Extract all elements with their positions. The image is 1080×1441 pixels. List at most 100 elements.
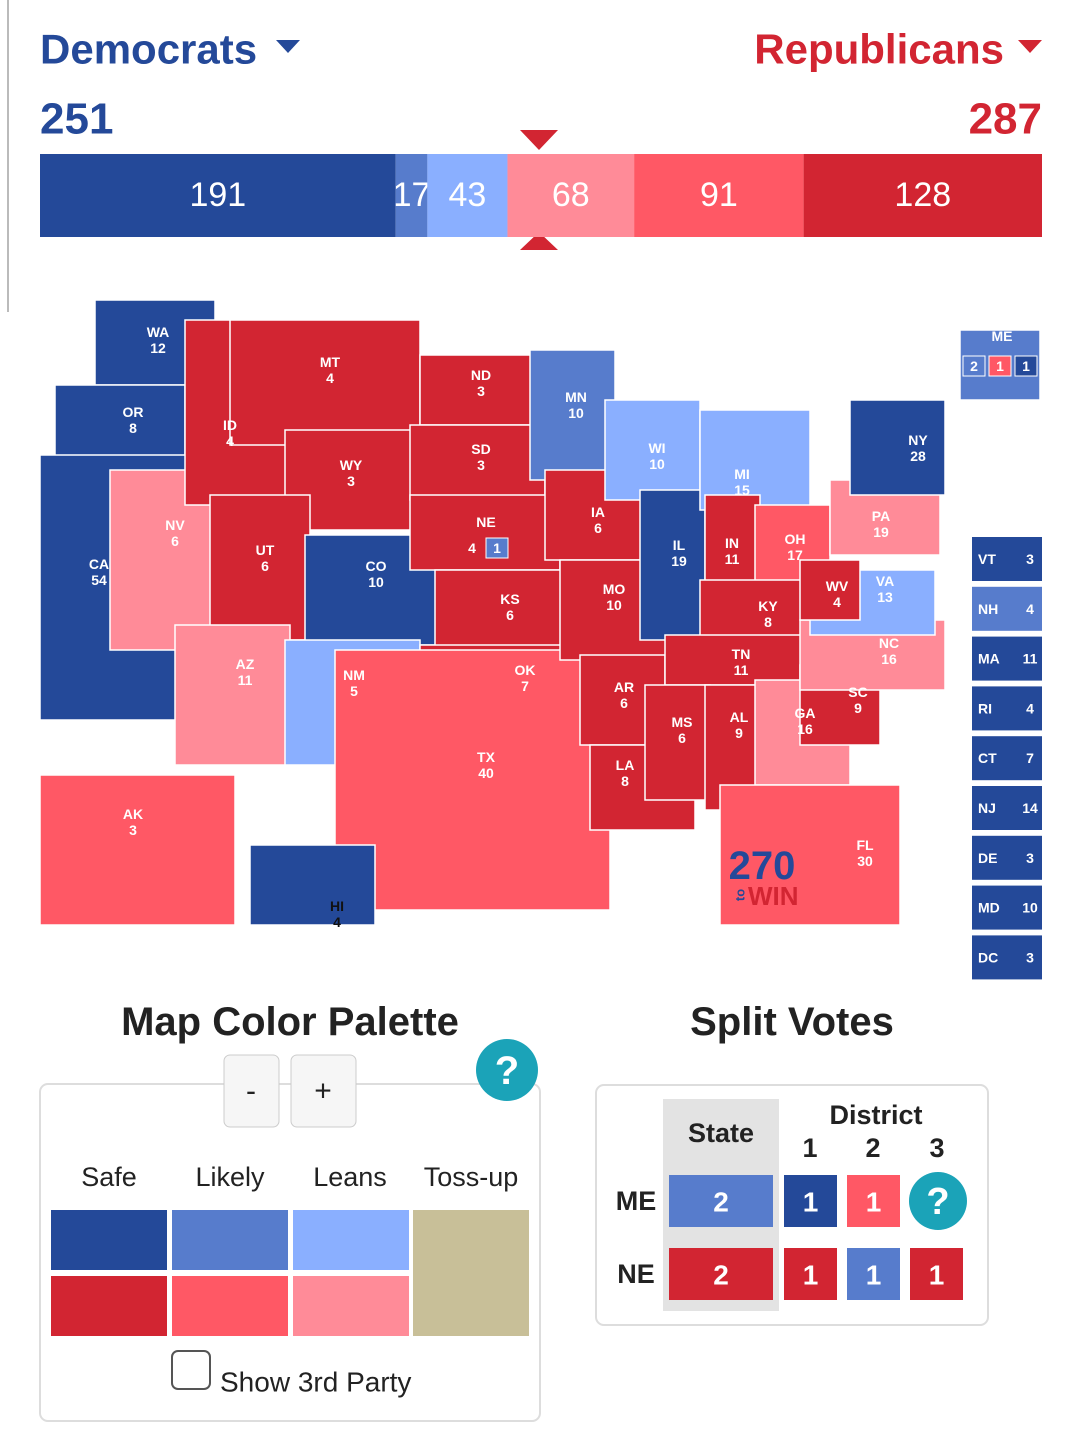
- state-label: NC: [879, 635, 899, 651]
- small-state-votes: 10: [1022, 900, 1038, 916]
- state-votes: 8: [621, 773, 629, 789]
- state-shape[interactable]: [209, 494, 311, 641]
- plus-button[interactable]: [290, 1054, 357, 1128]
- state-shape[interactable]: [229, 319, 421, 446]
- state-votes: 5: [350, 683, 358, 699]
- small-state-votes: 3: [1026, 850, 1034, 866]
- state-shape[interactable]: [409, 494, 561, 571]
- state-shape[interactable]: [699, 409, 811, 511]
- state-label: LA: [616, 757, 635, 773]
- small-state-tile[interactable]: [972, 786, 1042, 830]
- split-cell[interactable]: [784, 1248, 837, 1300]
- split-help[interactable]: [909, 1172, 967, 1230]
- state-votes: 16: [881, 651, 897, 667]
- swatch[interactable]: [51, 1210, 167, 1270]
- state-votes: 30: [857, 853, 873, 869]
- split-cell-value: 1: [866, 1260, 882, 1291]
- state-label: ME: [992, 328, 1013, 344]
- small-state-label: CT: [978, 750, 997, 766]
- state-shape[interactable]: [249, 844, 376, 926]
- state-label: WI: [648, 440, 665, 456]
- swatch[interactable]: [293, 1276, 409, 1336]
- state-shape[interactable]: [434, 569, 581, 651]
- state-label: WV: [826, 578, 849, 594]
- state-label: ID: [223, 417, 237, 433]
- small-state-label: NH: [978, 601, 998, 617]
- state-shape[interactable]: [529, 349, 616, 481]
- state-shape[interactable]: [39, 774, 236, 926]
- state-label: IL: [673, 537, 686, 553]
- split-cell-value: 1: [866, 1187, 882, 1218]
- split-cell[interactable]: [669, 1248, 773, 1300]
- checkbox[interactable]: [171, 1350, 211, 1390]
- bar-segment[interactable]: [427, 154, 508, 237]
- logo-word: WIN: [748, 881, 799, 911]
- palette-column: Likely: [195, 1162, 265, 1192]
- bar-segment[interactable]: [40, 154, 396, 237]
- help-button[interactable]: [476, 1039, 538, 1101]
- state-shape[interactable]: [644, 684, 711, 801]
- state-votes: 16: [797, 721, 813, 737]
- state-votes: 12: [150, 340, 166, 356]
- bar-segment[interactable]: [395, 154, 428, 237]
- small-state-tile[interactable]: [972, 835, 1042, 880]
- split-cell-value: ?: [926, 1181, 949, 1223]
- small-state-tile[interactable]: [972, 736, 1042, 781]
- state-shape[interactable]: [419, 354, 536, 426]
- small-state-tile[interactable]: [972, 537, 1042, 581]
- rep-label[interactable]: Republicans: [754, 26, 1004, 73]
- split-cell[interactable]: [784, 1175, 837, 1227]
- split-cell[interactable]: [847, 1248, 900, 1300]
- minus-button[interactable]: [223, 1054, 280, 1128]
- state-shape[interactable]: [174, 624, 291, 766]
- state-shape[interactable]: [849, 399, 946, 496]
- minus-label[interactable]: -: [246, 1075, 256, 1108]
- state-shape[interactable]: [409, 424, 546, 501]
- state-shape[interactable]: [284, 429, 416, 531]
- small-state-tile[interactable]: [972, 885, 1042, 930]
- state-votes: 8: [764, 614, 772, 630]
- state-votes: 6: [620, 695, 628, 711]
- bar-segment[interactable]: [803, 154, 1042, 237]
- state-shape[interactable]: [334, 649, 611, 911]
- small-state-tile[interactable]: [972, 586, 1042, 631]
- state-shape[interactable]: [719, 784, 901, 926]
- state-votes: 11: [734, 662, 749, 678]
- state-label: WA: [147, 324, 170, 340]
- small-state-tile[interactable]: [972, 686, 1042, 731]
- state-label: OK: [515, 662, 536, 678]
- rep-caret[interactable]: [1018, 40, 1042, 53]
- vote-bar: 191 17 43 68 91 128: [40, 154, 1042, 237]
- help-label[interactable]: ?: [495, 1049, 519, 1093]
- dem-label[interactable]: Democrats: [40, 26, 257, 73]
- state-votes: 15: [734, 482, 750, 498]
- dem-caret[interactable]: [276, 40, 300, 53]
- split-cell[interactable]: [910, 1248, 963, 1300]
- district-number: 1: [802, 1133, 817, 1163]
- split-cell[interactable]: [669, 1175, 773, 1227]
- swatch[interactable]: [413, 1210, 529, 1336]
- swatch[interactable]: [172, 1276, 288, 1336]
- small-state-tile[interactable]: [972, 636, 1042, 681]
- state-label: OH: [785, 531, 806, 547]
- swatch[interactable]: [172, 1210, 288, 1270]
- state-label: ND: [471, 367, 491, 383]
- bar-segment[interactable]: [634, 154, 804, 237]
- state-label: IN: [725, 535, 739, 551]
- state-shape[interactable]: [604, 399, 701, 501]
- split-cell[interactable]: [847, 1175, 900, 1227]
- swatch[interactable]: [293, 1210, 409, 1270]
- bar-segment[interactable]: [507, 154, 635, 237]
- state-label: UT: [256, 542, 275, 558]
- district-votes: 1: [493, 540, 501, 556]
- state-label: MN: [565, 389, 587, 405]
- small-state-tile[interactable]: [972, 935, 1042, 980]
- swatch[interactable]: [51, 1276, 167, 1336]
- plus-label[interactable]: +: [314, 1075, 332, 1108]
- third-party-label[interactable]: Show 3rd Party: [220, 1367, 411, 1398]
- district-box: [485, 537, 509, 559]
- state-shape[interactable]: [799, 559, 861, 621]
- state-votes: 4: [326, 370, 334, 386]
- district-votes: 2: [970, 358, 978, 374]
